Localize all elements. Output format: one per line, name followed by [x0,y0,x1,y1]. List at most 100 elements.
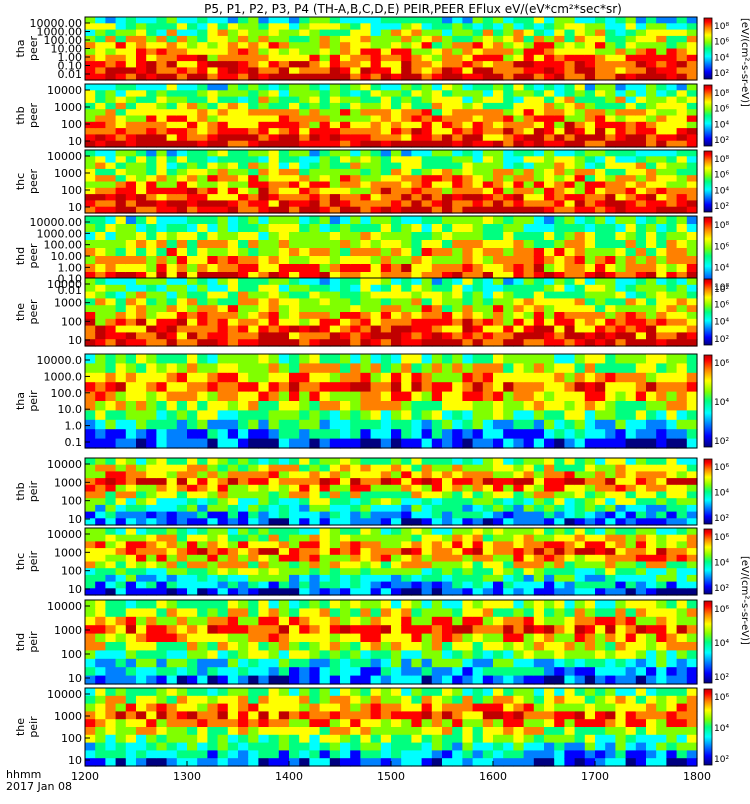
heatmap-cell [146,61,157,68]
heatmap-cell [544,116,555,123]
heatmap-cell [575,298,586,305]
heatmap-cell [411,512,422,519]
heatmap-cell [228,458,239,465]
heatmap-cell [105,182,116,189]
heatmap-cell [207,163,218,170]
heatmap-cell [554,458,565,465]
heatmap-cell [503,30,514,37]
heatmap-cell [95,97,106,104]
heatmap-cell [116,319,127,326]
heatmap-cell [473,568,484,575]
heatmap-cell [462,471,473,478]
heatmap-cell [187,194,198,201]
heatmap-cell [473,429,484,439]
heatmap-cell [636,216,647,225]
heatmap-cell [503,42,514,49]
heatmap-cell [605,339,616,346]
heatmap-cell [544,354,555,364]
heatmap-cell [309,49,320,56]
heatmap-cell [513,194,524,201]
heatmap-cell [279,319,290,326]
heatmap-cell [330,150,341,157]
heatmap-cell [636,471,647,478]
heatmap-cell [422,49,433,56]
heatmap-cell [442,23,453,30]
heatmap-cell [432,240,443,249]
heatmap-cell [126,458,137,465]
heatmap-cell [677,548,688,555]
heatmap-cell [228,498,239,505]
heatmap-cell [309,548,320,555]
heatmap-cell [677,292,688,299]
heatmap-cell [615,292,626,299]
heatmap-cell [462,354,473,364]
heatmap-cell [452,42,463,49]
heatmap-cell [177,156,188,163]
heatmap-cell [350,240,361,249]
heatmap-cell [85,319,96,326]
heatmap-cell [187,410,198,420]
heatmap-cell [575,498,586,505]
heatmap-cell [289,535,300,542]
heatmap-cell [636,373,647,383]
heatmap-cell [493,116,504,123]
heatmap-cell [116,200,127,207]
heatmap-cell [595,535,606,542]
heatmap-cell [187,84,198,91]
heatmap-cell [534,420,545,430]
heatmap-cell [279,420,290,430]
heatmap-cell [462,169,473,176]
heatmap-cell [483,298,494,305]
heatmap-cell [95,285,106,292]
heatmap-cell [228,298,239,305]
heatmap-cell [197,216,208,225]
heatmap-cell [238,312,249,319]
heatmap-cell [473,326,484,333]
heatmap-cell [156,292,167,299]
heatmap-cell [554,23,565,30]
y-tick-label: 1000 [54,297,82,310]
heatmap-cell [116,224,127,233]
heatmap-cell [411,194,422,201]
heatmap-cell [218,97,229,104]
heatmap-cell [646,116,657,123]
heatmap-cell [636,116,647,123]
heatmap-cell [503,156,514,163]
heatmap-cell [330,42,341,49]
heatmap-cell [187,354,198,364]
heatmap-cell [105,200,116,207]
heatmap-cell [269,182,280,189]
heatmap-cell [656,264,667,273]
heatmap-cell [554,248,565,257]
heatmap-cell [656,200,667,207]
heatmap-cell [238,150,249,157]
heatmap-cell [299,562,310,569]
heatmap-cell [401,326,412,333]
heatmap-cell [360,429,371,439]
heatmap-cell [473,465,484,472]
heatmap-cell [360,17,371,24]
heatmap-cell [411,326,422,333]
heatmap-cell [330,420,341,430]
heatmap-cell [258,505,269,512]
heatmap-cell [646,401,657,411]
heatmap-cell [320,90,331,97]
heatmap-cell [320,156,331,163]
heatmap-cell [544,332,555,339]
heatmap-cell [85,608,96,617]
heatmap-cell [248,42,259,49]
heatmap-cell [105,312,116,319]
heatmap-cell [299,305,310,312]
heatmap-cell [605,465,616,472]
heatmap-cell [340,363,351,373]
heatmap-cell [401,97,412,104]
heatmap-cell [534,439,545,449]
heatmap-cell [381,292,392,299]
heatmap-cell [513,392,524,402]
heatmap-cell [493,420,504,430]
heatmap-cell [483,548,494,555]
heatmap-cell [544,292,555,299]
heatmap-cell [187,575,198,582]
heatmap-cell [309,292,320,299]
heatmap-cell [95,36,106,43]
